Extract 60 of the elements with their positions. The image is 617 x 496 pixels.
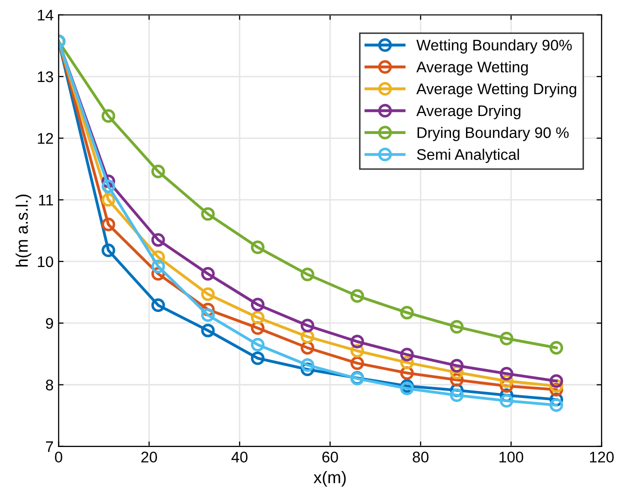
point [151, 260, 165, 274]
legend-label: Average Wetting [416, 61, 528, 76]
legend-label: Wetting Boundary 90% [416, 39, 572, 54]
point [500, 366, 514, 380]
point [201, 207, 215, 221]
y-tick-label: 12 [38, 133, 53, 144]
point [550, 340, 564, 355]
point [102, 218, 116, 232]
point [201, 266, 215, 281]
point [201, 287, 215, 301]
point [151, 164, 165, 178]
point [350, 356, 364, 370]
point [250, 310, 265, 324]
x-tick-label: 20 [141, 452, 158, 462]
point [350, 289, 364, 303]
point [450, 388, 464, 402]
x-tick-label: 100 [500, 452, 524, 462]
point [300, 318, 314, 332]
point [250, 240, 265, 254]
y-tick-label: 13 [38, 71, 54, 82]
y-tick-label: 7 [46, 441, 53, 452]
y-tick-label: 14 [38, 10, 54, 20]
point [450, 358, 464, 372]
x-tick-label: 80 [412, 452, 428, 462]
y-tick-label: 9 [46, 318, 54, 329]
legend-label: Average Drying [416, 104, 520, 120]
point [450, 320, 464, 334]
y-axis-title: h(m a.s.l.) [16, 194, 32, 267]
point [400, 306, 414, 320]
x-tick-label: 60 [322, 452, 338, 462]
point [102, 244, 116, 258]
y-tick-label: 11 [39, 194, 54, 206]
point [151, 298, 165, 312]
point [151, 233, 165, 247]
legend-label: Semi Analytical [417, 148, 519, 163]
x-tick-label: 0 [54, 452, 62, 462]
y-tick-label: 10 [38, 256, 54, 268]
legend-label: Average Wetting Drying [416, 83, 576, 98]
point [102, 193, 116, 207]
point [550, 374, 564, 388]
point [201, 308, 215, 322]
point [250, 338, 265, 352]
x-tick-label: 120 [590, 452, 614, 462]
point [250, 351, 265, 366]
point [102, 109, 116, 123]
point [300, 358, 314, 372]
point [250, 298, 265, 312]
x-tick-label: 40 [231, 452, 248, 462]
point [400, 348, 414, 362]
point [300, 268, 314, 282]
x-axis-title: x(m) [314, 471, 346, 487]
point [500, 332, 514, 346]
point [102, 179, 116, 194]
legend-label: Drying Boundary 90 % [418, 126, 569, 142]
y-tick-label: 8 [46, 380, 54, 390]
point [400, 382, 414, 396]
point [350, 334, 364, 348]
point [500, 394, 514, 408]
point [550, 398, 564, 412]
point [201, 324, 215, 338]
